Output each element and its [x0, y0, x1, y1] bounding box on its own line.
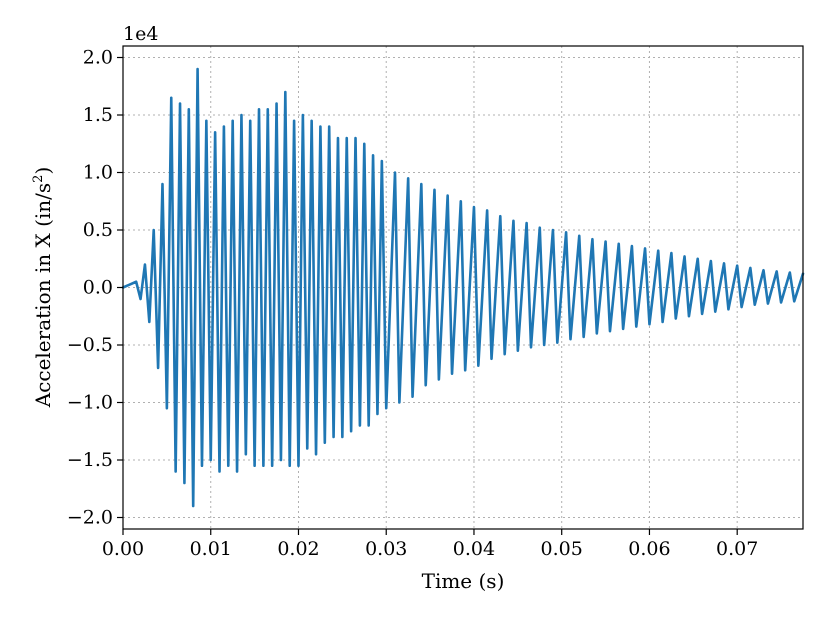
- y-tick-label: −0.5: [67, 334, 113, 356]
- x-tick-label: 0.04: [453, 538, 495, 560]
- y-axis-label-tail: ): [31, 167, 55, 175]
- x-tick-label: 0.02: [277, 538, 319, 560]
- y-tick-label: 0.0: [83, 277, 113, 299]
- ticks: 0.00 0.01 0.02 0.03 0.04 0.05 0.06 0.07 2.0 1.5 1.…: [67, 47, 758, 561]
- y-tick-label: 2.0: [83, 47, 113, 69]
- grid: [122, 46, 803, 529]
- y-axis-label-main: Acceleration in X (in/s: [31, 183, 55, 408]
- y-tick-label: −1.0: [67, 392, 113, 414]
- x-tick-label: 0.03: [365, 538, 407, 560]
- x-tick-label: 0.00: [102, 538, 144, 560]
- x-tick-label: 0.01: [190, 538, 232, 560]
- y-tick-label: 0.5: [83, 219, 113, 241]
- x-tick-label: 0.05: [541, 538, 583, 560]
- y-tick-label: −2.0: [67, 507, 113, 529]
- series-layer: [121, 67, 805, 508]
- y-offset-label: 1e4: [123, 23, 158, 45]
- y-tick-label: 1.5: [83, 104, 113, 126]
- x-tick-label: 0.07: [716, 538, 758, 560]
- x-axis-label: Time (s): [422, 569, 505, 593]
- series-line-0: [121, 67, 805, 508]
- y-axis-label-superscript: 2: [31, 175, 46, 183]
- x-tick-label: 0.06: [628, 538, 670, 560]
- y-axis-label: Acceleration in X (in/s2): [31, 167, 55, 409]
- y-tick-label: 1.0: [83, 162, 113, 184]
- y-tick-label: −1.5: [67, 449, 113, 471]
